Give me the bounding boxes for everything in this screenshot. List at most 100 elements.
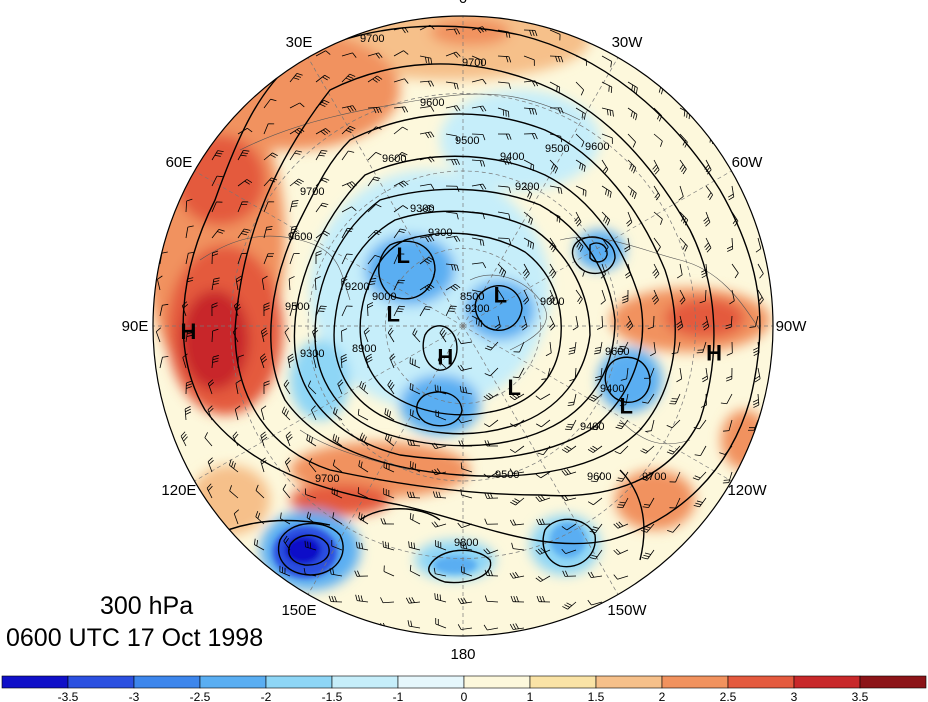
wind-barb [725,315,733,330]
wind-barb [389,353,396,369]
wind-barb [393,253,405,265]
contour-label: 9700 [300,186,324,198]
wind-barb [279,565,291,577]
wind-barb [757,263,764,279]
wind-barb [253,538,265,551]
wind-barb [471,133,486,141]
wind-barb [535,471,551,479]
wind-barb [513,341,525,353]
wind-barb [419,55,433,65]
wind-barb [311,405,317,421]
wind-barb [561,468,577,476]
wind-barb [561,523,577,531]
wind-barb [510,497,525,506]
wind-barb [445,28,461,35]
wind-barb [289,304,299,317]
wind-barb [523,237,535,250]
wind-barb [679,159,687,175]
wind-barb [523,107,538,115]
wind-barb [692,471,707,481]
wind-barb [536,419,551,428]
wind-barb [229,459,239,473]
wind-barb [307,380,317,395]
wind-barb [393,78,409,84]
wind-barb [651,289,659,305]
wind-barb [645,419,655,432]
wind-barb [547,289,555,305]
wind-barb [393,106,409,113]
wind-barb [720,393,733,405]
wind-barb [572,315,579,331]
wind-barb [575,185,587,197]
wind-barb [445,133,459,143]
wind-barb [367,52,383,59]
wind-barb [722,471,733,484]
wind-barb [669,497,681,509]
wind-barb [693,419,707,430]
wind-barb [159,303,169,317]
wind-barb [535,575,551,582]
longitude-label: 30E [286,34,313,51]
wind-barb [457,364,473,371]
wind-barb [261,275,268,291]
wind-barb [484,518,499,525]
wind-barb [622,289,629,304]
wind-barb [545,341,552,357]
contour-label: 9500 [455,135,479,147]
wind-barb [561,445,577,453]
wind-barb [289,178,304,187]
wind-barb [587,599,603,606]
wind-barb [304,540,317,551]
wind-barb [471,237,485,247]
wind-barb [445,235,461,242]
wind-barb [405,597,421,604]
wind-barb [287,353,295,369]
wind-barb [288,276,295,291]
contour-label: 9800 [454,537,478,549]
wind-barb [647,315,655,330]
wind-barb [437,354,447,369]
graticule [153,16,773,636]
map-boundary [152,15,774,637]
wind-barb [601,55,612,68]
wind-barb [409,512,421,525]
wind-barb [509,519,525,526]
wind-barb [419,183,435,190]
wind-barb [614,445,629,455]
wind-barb [315,202,329,213]
colorbar-swatch [331,675,399,689]
wind-barb [211,229,225,239]
wind-barb [497,185,511,193]
longitude-label: 0 [459,0,467,7]
wind-barb [613,548,629,555]
wind-barb [483,419,499,428]
wind-barb [549,159,558,174]
contour-label: 9400 [500,151,524,163]
wind-barb [536,518,551,525]
wind-barb [367,203,382,213]
wind-barb [484,492,499,499]
wind-barb [561,548,577,555]
meridian-line [307,325,464,595]
wind-barb [341,125,356,135]
wind-barb [211,302,218,317]
wind-barb [393,126,408,135]
wind-barb [363,327,370,343]
wind-barb [704,237,712,253]
colorbar-tick-label: 0 [461,690,468,702]
colorbar-tick-label: -1.5 [322,690,343,702]
wind-barb [207,457,214,473]
wind-barb [616,341,629,353]
wind-barb [575,107,586,120]
wind-barb [315,250,322,265]
wind-barb [457,624,473,630]
wind-barb [523,133,538,140]
wind-barb [752,393,760,408]
wind-barb [457,597,473,605]
colorbar-swatch [661,675,729,689]
wind-barb [549,107,564,114]
wind-barb [457,338,473,345]
high-pressure-center: H [437,345,453,370]
wind-barb [333,407,343,421]
wind-barb [341,328,348,343]
